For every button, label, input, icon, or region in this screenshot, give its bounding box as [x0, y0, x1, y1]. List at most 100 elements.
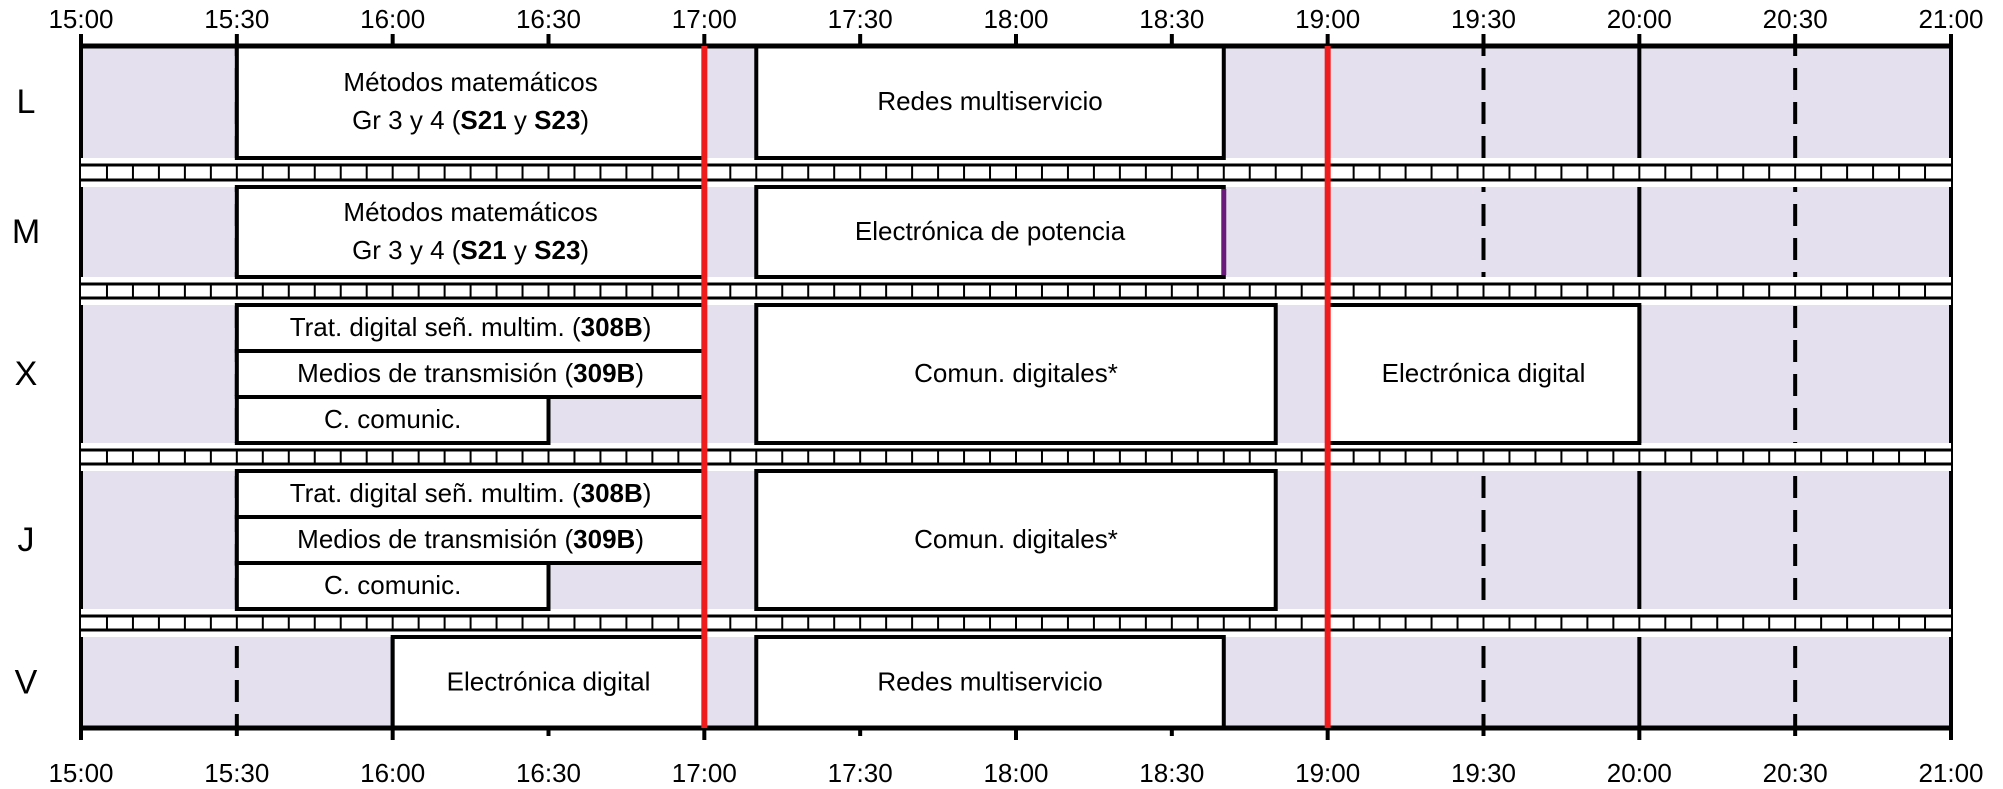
time-label-bottom: 15:00 — [48, 758, 113, 788]
class-label-text: Gr 3 y 4 ( — [352, 105, 461, 135]
class-label-text: Comun. digitales* — [914, 358, 1118, 388]
class-label-text: Redes multiservicio — [877, 86, 1102, 116]
day-X: Trat. digital señ. multim. (308B)Medios … — [234, 303, 1642, 445]
day-label: M — [12, 213, 40, 251]
class-label-bold: S21 — [460, 235, 506, 265]
time-label-bottom: 21:00 — [1918, 758, 1983, 788]
class-block[interactable]: Electrónica digital — [390, 635, 707, 730]
day-J: Trat. digital señ. multim. (308B) Medios … — [234, 469, 1278, 611]
class-label-text: Métodos matemáticos — [343, 197, 597, 227]
time-label-top: 18:00 — [983, 4, 1048, 34]
class-block[interactable]: Redes multiservicio — [754, 44, 1226, 160]
class-label: Electrónica de potencia — [855, 216, 1126, 246]
class-label-text: Comun. digitales* — [914, 524, 1118, 554]
time-label-bottom: 20:30 — [1763, 758, 1828, 788]
class-box — [754, 635, 1226, 730]
class-label-text: Métodos matemáticos — [343, 67, 597, 97]
class-box — [754, 469, 1278, 611]
class-label: Comun. digitales* — [914, 524, 1118, 554]
class-label-text: ) — [635, 524, 644, 554]
time-label-bottom: 19:00 — [1295, 758, 1360, 788]
class-label: C. comunic. — [324, 404, 461, 434]
class-block[interactable]: Medios de transmisión (309B) — [234, 349, 707, 399]
class-block[interactable]: Comun. digitales* — [754, 469, 1278, 611]
day-label: V — [15, 663, 38, 701]
class-label: Electrónica digital — [447, 666, 651, 696]
class-label: Comun. digitales* — [914, 358, 1118, 388]
class-block[interactable]: Electrónica digital — [1325, 303, 1642, 445]
class-box — [1325, 303, 1642, 445]
time-label-top: 15:30 — [204, 4, 269, 34]
class-box — [234, 44, 707, 160]
class-label: Medios de transmisión (309B) — [297, 524, 644, 554]
day-separators — [81, 158, 1951, 637]
time-label-bottom: 19:30 — [1451, 758, 1516, 788]
class-label-text: Gr 3 y 4 ( — [352, 235, 461, 265]
class-block[interactable]: Electrónica de potencia — [754, 185, 1226, 279]
class-label-bold: 309B — [573, 524, 635, 554]
time-label-top: 20:00 — [1607, 4, 1672, 34]
class-block[interactable]: Redes multiservicio — [754, 635, 1226, 730]
time-label-bottom: 17:00 — [672, 758, 737, 788]
class-label-text: ) — [635, 358, 644, 388]
class-box — [234, 515, 707, 565]
class-label: Redes multiservicio — [877, 666, 1102, 696]
class-label-text: ) — [580, 235, 589, 265]
class-label-bold: S23 — [534, 235, 580, 265]
class-block[interactable]: Trat. digital señ. multim. (308B) — [234, 469, 707, 519]
class-box — [234, 395, 551, 445]
time-label-top: 21:00 — [1918, 4, 1983, 34]
day-label: J — [18, 521, 35, 559]
class-label-bold: S23 — [534, 105, 580, 135]
time-label-bottom: 20:00 — [1607, 758, 1672, 788]
class-box — [754, 44, 1226, 160]
time-label-bottom: 16:30 — [516, 758, 581, 788]
time-label-bottom: 17:30 — [828, 758, 893, 788]
class-block[interactable]: Medios de transmisión (309B) — [234, 515, 707, 565]
class-label: Métodos matemáticos — [343, 197, 597, 227]
class-label-bold: 308B — [581, 312, 643, 342]
class-box — [390, 635, 707, 730]
class-label-text: C. comunic. — [324, 404, 461, 434]
class-label: Gr 3 y 4 (S21 y S23) — [352, 235, 589, 265]
class-label-text: C. comunic. — [324, 570, 461, 600]
day-label: L — [17, 83, 36, 121]
class-block[interactable]: C. comunic. — [234, 395, 551, 445]
class-block[interactable]: C. comunic. — [234, 561, 551, 611]
class-label-text: ) — [580, 105, 589, 135]
class-block[interactable]: Comun. digitales* — [754, 303, 1278, 445]
class-box — [754, 303, 1278, 445]
class-block[interactable]: Métodos matemáticos Gr 3 y 4 (S21 y S23) — [234, 185, 707, 279]
class-label-text: Trat. digital señ. multim. ( — [290, 478, 581, 508]
time-label-top: 17:30 — [828, 4, 893, 34]
class-label: Medios de transmisión (309B) — [297, 358, 644, 388]
class-label-text: Medios de transmisión ( — [297, 358, 573, 388]
class-label-bold: 309B — [573, 358, 635, 388]
time-label-top: 16:00 — [360, 4, 425, 34]
day-label: X — [15, 355, 38, 393]
class-label-text: y — [507, 105, 534, 135]
time-label-top: 19:30 — [1451, 4, 1516, 34]
time-label-top: 16:30 — [516, 4, 581, 34]
class-block[interactable]: Trat. digital señ. multim. (308B) — [234, 303, 707, 353]
time-label-bottom: 18:30 — [1139, 758, 1204, 788]
class-label-bold: S21 — [460, 105, 506, 135]
class-label: Gr 3 y 4 (S21 y S23) — [352, 105, 589, 135]
time-label-bottom: 18:00 — [983, 758, 1048, 788]
class-label-text: Electrónica digital — [447, 666, 651, 696]
class-label-text: Trat. digital señ. multim. ( — [290, 312, 581, 342]
class-label: C. comunic. — [324, 570, 461, 600]
time-label-bottom: 16:00 — [360, 758, 425, 788]
class-label-text: y — [507, 235, 534, 265]
class-label-text: Redes multiservicio — [877, 666, 1102, 696]
class-block[interactable]: Métodos matemáticos Gr 3 y 4 (S21 y S23) — [234, 44, 707, 160]
time-label-top: 18:30 — [1139, 4, 1204, 34]
class-label-text: Electrónica de potencia — [855, 216, 1126, 246]
time-label-top: 19:00 — [1295, 4, 1360, 34]
class-label: Trat. digital señ. multim. (308B) — [290, 478, 652, 508]
class-box — [234, 185, 707, 279]
class-label: Redes multiservicio — [877, 86, 1102, 116]
time-label-top: 15:00 — [48, 4, 113, 34]
